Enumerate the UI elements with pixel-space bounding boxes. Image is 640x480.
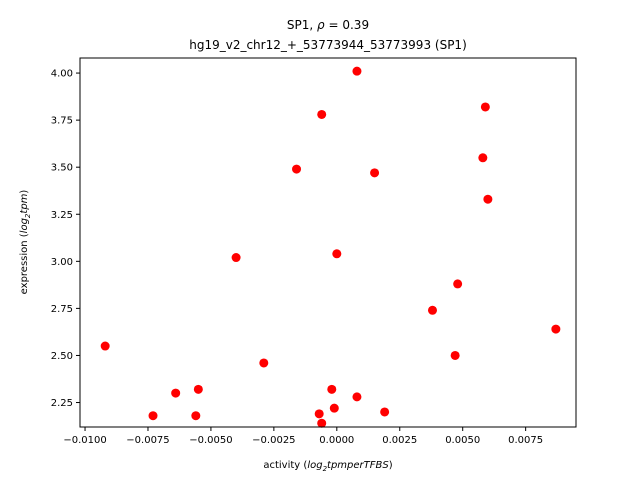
data-point-19 xyxy=(352,392,362,402)
data-point-25 xyxy=(317,418,327,428)
x-tick-label-5: 0.0000 xyxy=(319,435,354,446)
y-tick-label-8: 4.00 xyxy=(51,69,73,80)
x-axis-label: activity (log2tpmperTFBS) xyxy=(263,460,392,473)
x-tick-label-7: 0.0050 xyxy=(445,435,480,446)
y-axis: 2.25 2.50 2.75 3.00 3.25 3.50 3.75 4.00 xyxy=(51,69,80,409)
y-tick-label-6: 3.50 xyxy=(51,163,73,174)
data-point-23 xyxy=(329,403,339,413)
data-point-12 xyxy=(551,324,561,334)
data-points xyxy=(100,66,561,428)
x-tick-label-3: −0.0050 xyxy=(189,435,232,446)
y-tick-label-5: 3.25 xyxy=(51,210,73,221)
data-point-22 xyxy=(314,409,324,419)
data-point-18 xyxy=(327,384,337,394)
data-point-13 xyxy=(100,341,110,351)
x-tick-label-4: −0.0025 xyxy=(252,435,295,446)
data-point-4 xyxy=(292,164,302,174)
plot-area xyxy=(79,57,577,428)
data-point-17 xyxy=(193,384,203,394)
data-point-8 xyxy=(231,253,241,263)
data-point-20 xyxy=(148,411,158,421)
data-point-15 xyxy=(259,358,269,368)
data-point-21 xyxy=(191,411,201,421)
data-point-9 xyxy=(332,249,342,259)
x-tick-label-6: 0.0025 xyxy=(382,435,417,446)
y-axis-label: expression (log2tpm) xyxy=(19,190,32,295)
x-tick-label-2: −0.0075 xyxy=(126,435,169,446)
plot-frame xyxy=(79,57,577,428)
data-point-14 xyxy=(450,350,460,360)
x-tick-label-8: 0.0075 xyxy=(508,435,543,446)
data-point-1 xyxy=(352,66,362,76)
y-tick-label-2: 2.50 xyxy=(51,351,73,362)
data-point-10 xyxy=(453,279,463,289)
x-tick-label-1: −0.0100 xyxy=(63,435,106,446)
y-tick-label-1: 2.25 xyxy=(51,398,73,409)
data-point-11 xyxy=(427,305,437,315)
data-point-24 xyxy=(380,407,390,417)
chart-title-line1: SP1, ρ = 0.39 xyxy=(287,18,369,32)
y-tick-label-7: 3.75 xyxy=(51,116,73,127)
data-point-7 xyxy=(483,194,493,204)
chart-title-line2: hg19_v2_chr12_+_53773944_53773993 (SP1) xyxy=(189,38,467,52)
data-point-16 xyxy=(171,388,181,398)
data-point-6 xyxy=(478,153,488,163)
y-tick-label-4: 3.00 xyxy=(51,257,73,268)
y-tick-label-3: 2.75 xyxy=(51,304,73,315)
data-point-5 xyxy=(370,168,380,178)
data-point-2 xyxy=(317,109,327,119)
data-point-3 xyxy=(480,102,490,112)
x-axis: −0.0100 −0.0075 −0.0050 −0.0025 0.0000 0.0025… xyxy=(63,427,543,446)
